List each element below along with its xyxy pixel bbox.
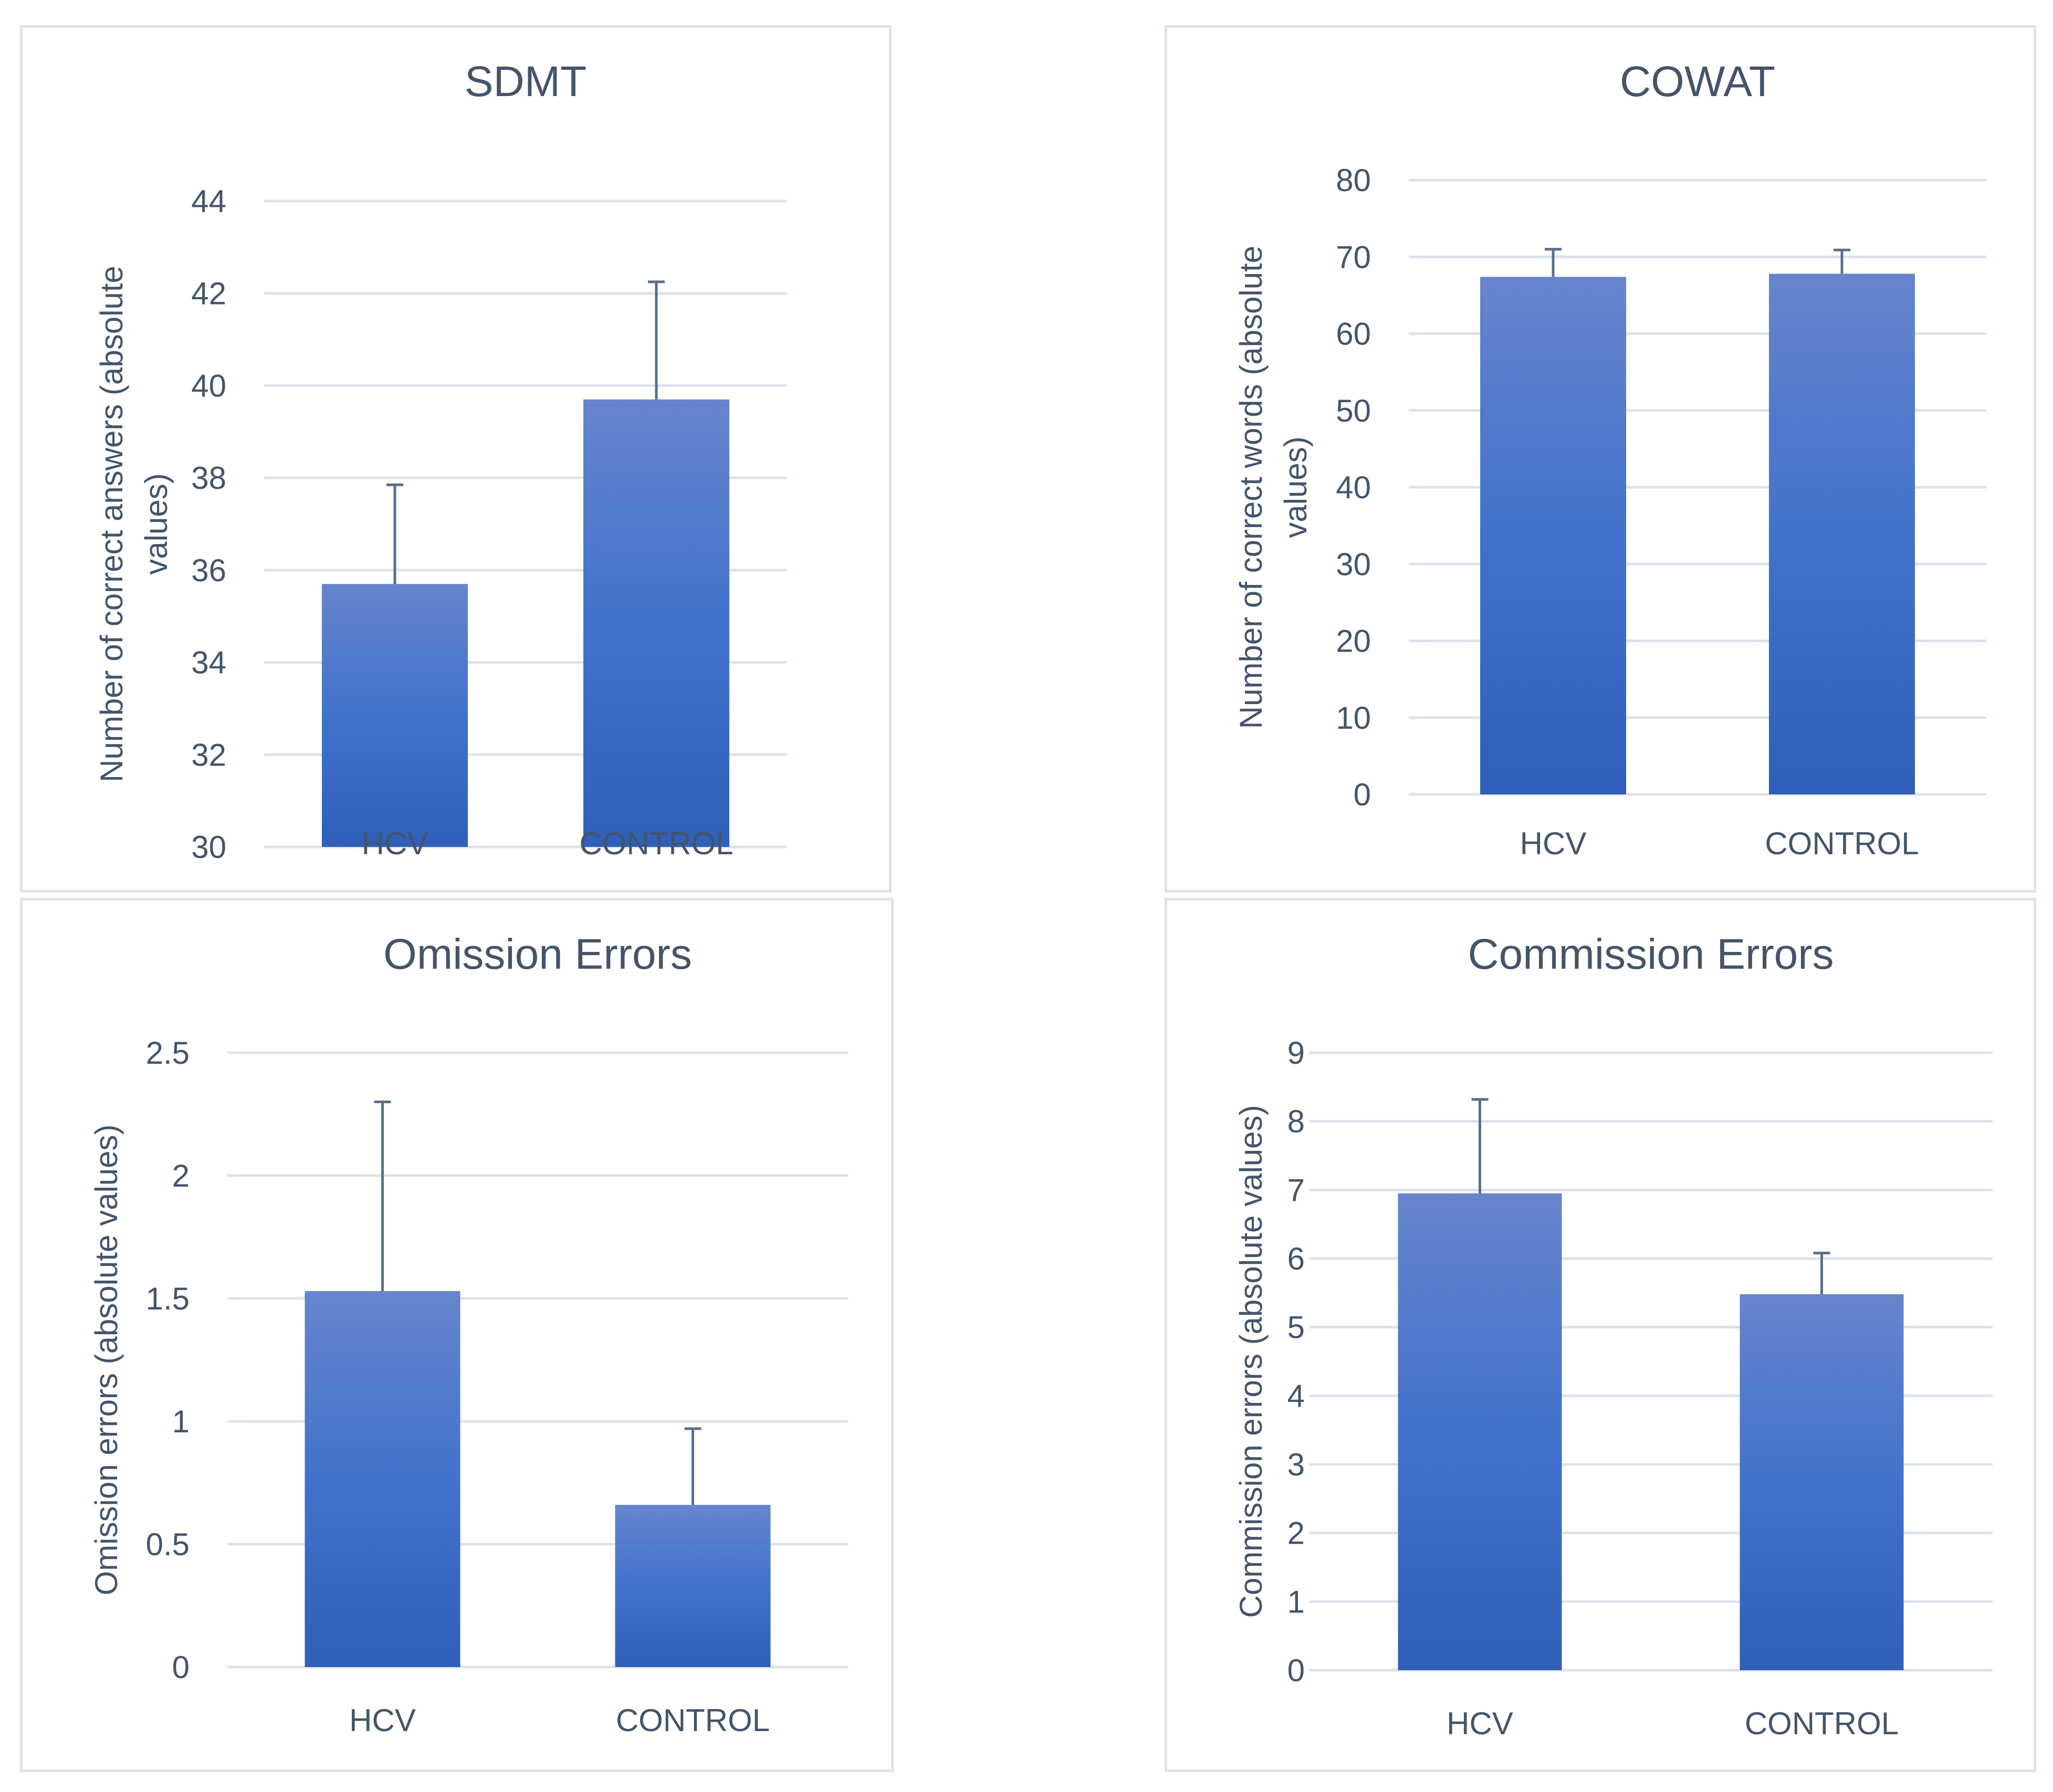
y-tick-label: 1.5 [146,1281,190,1316]
y-tick-label: 1 [1287,1584,1305,1619]
bar-control [615,1505,771,1667]
y-tick-label: 1 [172,1404,190,1439]
y-tick-label: 30 [1336,547,1371,582]
chart-title: Omission Errors [383,930,692,978]
y-tick-label: 0 [1287,1653,1305,1688]
y-axis-label: Number of correct words (absolute [1233,246,1269,729]
y-tick-label: 0 [172,1650,190,1685]
chart-panel-omission-errors: Omission Errors 0 0.5 1 1.5 2 2.5 Omission erro… [20,898,894,1772]
y-tick-label: 5 [1287,1310,1305,1345]
bar-control [583,399,729,847]
y-axis-label: values) [1278,436,1313,538]
chart-title: COWAT [1620,58,1775,106]
y-axis-label: Commission errors (absolute values) [1233,1105,1269,1618]
chart-panel-commission-errors: Commission Errors 0 1 2 3 4 5 6 7 8 9 Commission er… [1165,898,2036,1772]
x-category-label: HCV [349,1703,416,1738]
bar-control [1740,1294,1904,1670]
chart-panel-cowat: COWAT 0 10 20 30 40 50 60 70 80 Number of correct … [1165,25,2036,893]
y-tick-label: 42 [191,276,226,311]
cowat-chart: COWAT 0 10 20 30 40 50 60 70 80 Number of correct … [1233,58,1986,861]
bar-hcv [322,584,468,847]
y-tick-label: 4 [1287,1378,1305,1413]
y-tick-label: 30 [191,830,226,865]
y-tick-label: 32 [191,737,226,772]
y-tick-label: 2 [172,1158,190,1193]
y-tick-label: 38 [191,460,226,496]
y-tick-label: 40 [191,368,226,403]
y-tick-label: 8 [1287,1104,1305,1139]
omission-errors-chart: Omission Errors 0 0.5 1 1.5 2 2.5 Omission erro… [89,930,848,1738]
y-tick-label: 44 [191,184,226,219]
chart-title: SDMT [465,58,586,106]
bar-control [1769,274,1915,794]
x-category-label: HCV [1447,1706,1513,1741]
x-category-label: CONTROL [1745,1706,1899,1741]
x-category-label: CONTROL [579,826,733,861]
y-tick-label: 60 [1336,317,1371,352]
y-tick-label: 0 [1354,777,1371,812]
bar-hcv [1398,1193,1562,1670]
y-tick-label: 6 [1287,1241,1305,1276]
y-tick-label: 2.5 [146,1035,190,1071]
commission-errors-chart: Commission Errors 0 1 2 3 4 5 6 7 8 9 Commission er… [1233,930,1993,1741]
y-tick-label: 50 [1336,393,1371,428]
y-axis-label: values) [139,473,174,574]
y-tick-label: 3 [1287,1447,1305,1482]
y-tick-label: 2 [1287,1516,1305,1551]
chart-title: Commission Errors [1468,930,1834,978]
bar-hcv [1480,277,1626,794]
x-category-label: HCV [1520,826,1587,861]
y-axis-label: Omission errors (absolute values) [89,1125,124,1596]
chart-panel-sdmt: SDMT 30 32 34 36 38 40 42 44 Number of correct an… [20,25,892,893]
y-tick-label: 10 [1336,700,1371,736]
y-tick-label: 9 [1287,1035,1305,1071]
y-tick-label: 70 [1336,239,1371,275]
y-tick-label: 7 [1287,1172,1305,1208]
sdmt-chart: SDMT 30 32 34 36 38 40 42 44 Number of correct an… [94,58,787,865]
y-tick-label: 34 [191,645,226,680]
x-category-label: CONTROL [616,1703,770,1738]
y-tick-label: 0.5 [146,1527,190,1562]
y-tick-label: 20 [1336,624,1371,659]
x-category-label: HCV [362,826,428,861]
y-tick-label: 40 [1336,470,1371,505]
y-axis-label: Number of correct answers (absolute [94,266,129,782]
bar-hcv [305,1291,460,1667]
x-category-label: CONTROL [1765,826,1919,861]
y-tick-label: 80 [1336,163,1371,198]
y-tick-label: 36 [191,553,226,588]
